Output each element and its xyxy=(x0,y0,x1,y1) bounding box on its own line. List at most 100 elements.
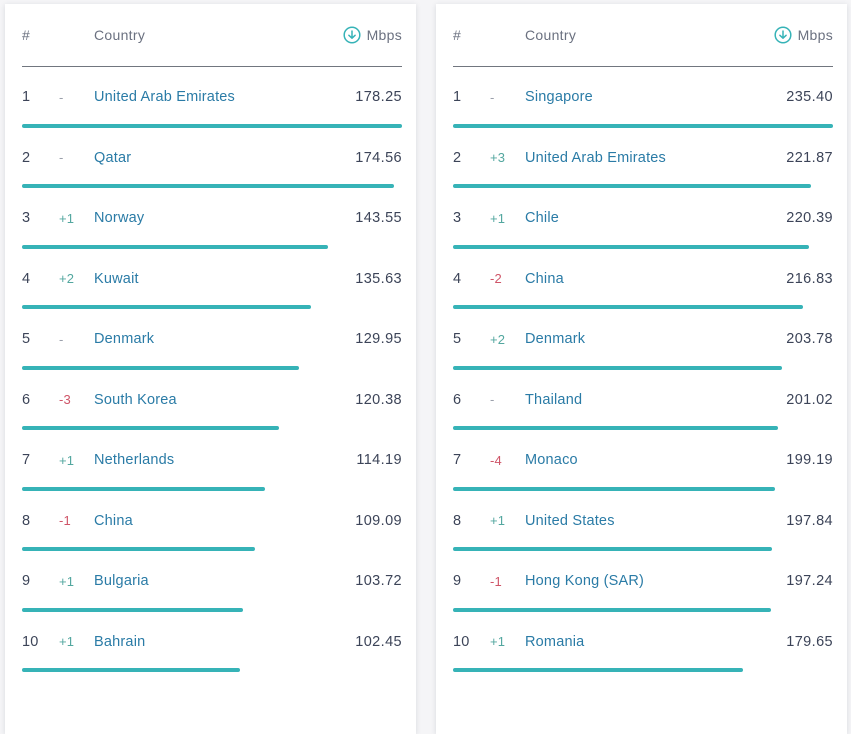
rank-cell: 2 xyxy=(22,149,31,166)
speed-sort-header[interactable]: Mbps xyxy=(774,26,833,44)
rank-cell: 1 xyxy=(22,89,31,106)
rank-change: +1 xyxy=(59,634,75,650)
speed-value: 114.19 xyxy=(356,452,402,469)
country-link[interactable]: Norway xyxy=(94,210,145,227)
country-link[interactable]: South Korea xyxy=(94,391,177,408)
rank-change: - xyxy=(59,331,64,347)
rank-change: -3 xyxy=(59,392,71,408)
table-row: 9 -1 Hong Kong (SAR) 197.24 xyxy=(453,551,833,612)
speed-value: 197.24 xyxy=(786,573,833,590)
speed-bar xyxy=(22,426,279,430)
speed-value: 129.95 xyxy=(355,331,402,348)
country-header: Country xyxy=(94,27,146,43)
table-header: # Country Mbps xyxy=(22,4,402,67)
speed-value: 199.19 xyxy=(786,452,833,469)
speed-bar xyxy=(453,365,782,370)
rank-change: +1 xyxy=(59,573,75,589)
rank-cell: 9 xyxy=(22,573,31,590)
country-link[interactable]: China xyxy=(525,270,564,287)
table-row: 7 +1 Netherlands 114.19 xyxy=(22,430,402,491)
table-row: 1 - United Arab Emirates 178.25 xyxy=(22,67,402,128)
table-row: 5 +2 Denmark 203.78 xyxy=(453,309,833,370)
speed-bar xyxy=(453,123,833,128)
speed-bar xyxy=(453,486,775,491)
rank-cell: 2 xyxy=(453,149,462,166)
table-row: 9 +1 Bulgaria 103.72 xyxy=(22,551,402,612)
table-row: 8 +1 United States 197.84 xyxy=(453,491,833,551)
country-link[interactable]: Kuwait xyxy=(94,270,139,287)
rank-cell: 4 xyxy=(453,270,462,287)
country-link[interactable]: United States xyxy=(525,512,615,529)
rank-change: - xyxy=(59,150,64,166)
speed-value: 143.55 xyxy=(355,210,402,227)
rank-change: +2 xyxy=(490,331,506,347)
country-link[interactable]: Qatar xyxy=(94,149,132,166)
table-row: 3 +1 Norway 143.55 xyxy=(22,188,402,249)
speed-value: 174.56 xyxy=(355,149,402,166)
speed-bar xyxy=(453,668,744,672)
rank-cell: 8 xyxy=(453,512,462,529)
country-link[interactable]: Bulgaria xyxy=(94,573,149,590)
rank-change: +1 xyxy=(490,634,506,650)
country-link[interactable]: Thailand xyxy=(525,391,583,408)
table-row: 8 -1 China 109.09 xyxy=(22,491,402,551)
speed-value: 235.40 xyxy=(786,89,833,106)
mbps-label: Mbps xyxy=(797,27,833,43)
speed-bar xyxy=(22,305,312,309)
rank-cell: 10 xyxy=(453,633,470,650)
rank-change: +1 xyxy=(59,210,75,226)
ranking-panel-right: # Country Mbps 1 - Singapore 235.40 2 +3 Unite… xyxy=(436,4,847,734)
country-link[interactable]: Bahrain xyxy=(94,633,146,650)
speed-value: 201.02 xyxy=(786,391,833,408)
ranking-panel-left: # Country Mbps 1 - United Arab Emirates 178… xyxy=(5,4,416,734)
table-row: 2 - Qatar 174.56 xyxy=(22,128,402,188)
rank-header: # xyxy=(22,27,31,43)
speed-value: 216.83 xyxy=(786,270,833,287)
table-row: 3 +1 Chile 220.39 xyxy=(453,188,833,249)
rank-cell: 10 xyxy=(22,633,39,650)
speed-bar xyxy=(22,244,328,249)
country-link[interactable]: Monaco xyxy=(525,452,578,469)
speed-value: 203.78 xyxy=(786,331,833,348)
speed-bar xyxy=(22,607,244,612)
speed-bar xyxy=(22,486,266,491)
rank-cell: 1 xyxy=(453,89,462,106)
rank-change: +3 xyxy=(490,150,506,166)
country-link[interactable]: Romania xyxy=(525,633,585,650)
speed-bar xyxy=(453,184,812,188)
table-row: 1 - Singapore 235.40 xyxy=(453,67,833,128)
table-row: 10 +1 Romania 179.65 xyxy=(453,612,833,672)
rank-cell: 3 xyxy=(453,210,462,227)
country-link[interactable]: United Arab Emirates xyxy=(94,89,236,106)
speed-bar xyxy=(453,607,772,612)
download-circle-icon xyxy=(343,26,361,44)
rank-header: # xyxy=(453,27,462,43)
table-row: 2 +3 United Arab Emirates 221.87 xyxy=(453,128,833,188)
table-row: 4 -2 China 216.83 xyxy=(453,249,833,309)
speed-sort-header[interactable]: Mbps xyxy=(343,26,402,44)
rank-cell: 9 xyxy=(453,573,462,590)
country-link[interactable]: Singapore xyxy=(525,89,593,106)
rank-cell: 5 xyxy=(453,331,462,348)
download-circle-icon xyxy=(774,26,792,44)
speed-value: 120.38 xyxy=(355,391,402,408)
speed-value: 102.45 xyxy=(355,633,402,650)
rank-change: +1 xyxy=(490,513,506,529)
table-row: 5 - Denmark 129.95 xyxy=(22,309,402,370)
country-link[interactable]: Netherlands xyxy=(94,452,175,469)
country-link[interactable]: China xyxy=(94,512,133,529)
rank-change: -1 xyxy=(490,573,502,589)
country-link[interactable]: Denmark xyxy=(525,331,586,348)
mbps-label: Mbps xyxy=(366,27,402,43)
table-row: 4 +2 Kuwait 135.63 xyxy=(22,249,402,309)
country-link[interactable]: Denmark xyxy=(94,331,155,348)
rank-change: - xyxy=(59,89,64,105)
speed-bar xyxy=(453,426,778,430)
rank-cell: 3 xyxy=(22,210,31,227)
country-link[interactable]: Chile xyxy=(525,210,560,227)
speed-value: 103.72 xyxy=(355,573,402,590)
country-link[interactable]: Hong Kong (SAR) xyxy=(525,573,645,590)
speed-value: 197.84 xyxy=(786,512,833,529)
country-link[interactable]: United Arab Emirates xyxy=(525,149,667,166)
